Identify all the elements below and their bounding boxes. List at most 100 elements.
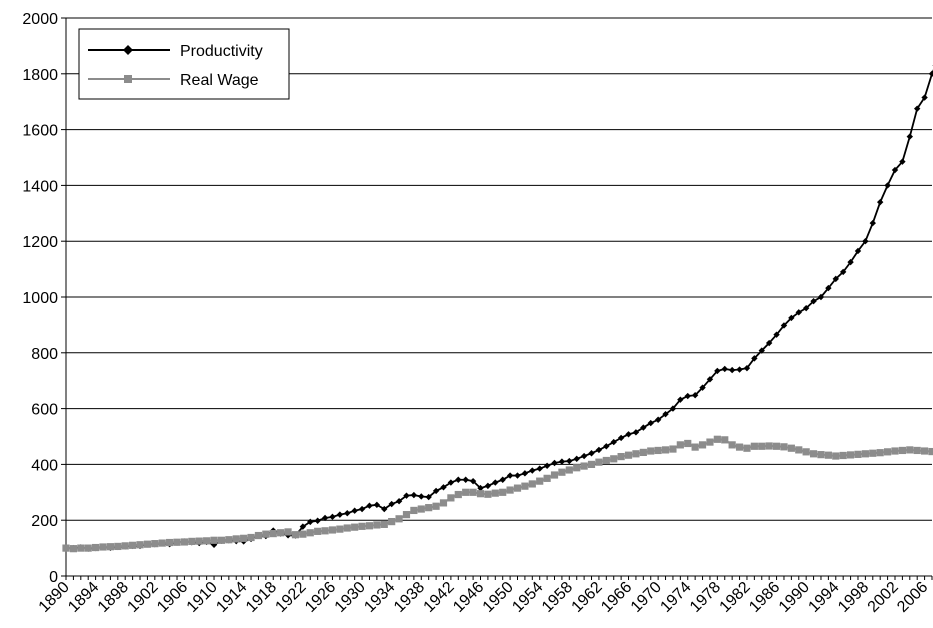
series-line-productivity <box>66 65 933 548</box>
point-real-wage <box>336 526 343 533</box>
point-productivity <box>485 483 491 489</box>
point-real-wage <box>840 452 847 459</box>
point-productivity <box>574 456 580 462</box>
point-productivity <box>514 472 520 478</box>
point-real-wage <box>699 441 706 448</box>
point-productivity <box>455 477 461 483</box>
point-real-wage <box>218 537 225 544</box>
x-tick-label: 1898 <box>95 579 132 616</box>
point-real-wage <box>159 539 166 546</box>
point-real-wage <box>758 443 765 450</box>
point-real-wage <box>233 535 240 542</box>
point-real-wage <box>114 543 121 550</box>
y-tick-label: 2000 <box>22 11 58 28</box>
x-tick-label: 2006 <box>894 579 931 616</box>
point-real-wage <box>358 523 365 530</box>
point-real-wage <box>536 478 543 485</box>
point-real-wage <box>721 436 728 443</box>
x-tick-label: 1938 <box>391 579 428 616</box>
x-tick-label: 1982 <box>717 579 754 616</box>
y-tick-label: 800 <box>31 346 58 363</box>
point-real-wage <box>477 490 484 497</box>
y-tick-label: 1600 <box>22 123 58 140</box>
point-productivity <box>551 460 557 466</box>
point-real-wage <box>181 538 188 545</box>
point-real-wage <box>588 461 595 468</box>
x-tick-label: 1914 <box>213 579 250 616</box>
point-real-wage <box>655 447 662 454</box>
point-productivity <box>337 511 343 517</box>
point-real-wage <box>418 505 425 512</box>
point-real-wage <box>507 486 514 493</box>
point-real-wage <box>425 504 432 511</box>
point-real-wage <box>136 541 143 548</box>
legend-label-real-wage: Real Wage <box>180 72 259 89</box>
point-real-wage <box>62 545 69 552</box>
point-productivity <box>685 393 691 399</box>
point-real-wage <box>166 539 173 546</box>
x-tick-label: 1970 <box>628 579 665 616</box>
x-tick-label: 1998 <box>835 579 872 616</box>
point-real-wage <box>595 459 602 466</box>
x-tick-label: 1902 <box>124 579 161 616</box>
point-real-wage <box>544 475 551 482</box>
point-productivity <box>736 366 742 372</box>
x-tick-label: 1906 <box>154 579 191 616</box>
point-productivity <box>351 508 357 514</box>
point-productivity <box>588 450 594 456</box>
point-productivity <box>729 367 735 373</box>
x-tick-label: 1946 <box>450 579 487 616</box>
point-productivity <box>418 493 424 499</box>
x-tick-label: 1950 <box>480 579 517 616</box>
point-real-wage <box>766 442 773 449</box>
point-real-wage <box>292 531 299 538</box>
point-real-wage <box>795 446 802 453</box>
series-layer <box>62 62 933 552</box>
point-productivity <box>529 467 535 473</box>
point-productivity <box>907 133 913 139</box>
point-real-wage <box>669 445 676 452</box>
point-real-wage <box>240 535 247 542</box>
point-real-wage <box>810 450 817 457</box>
point-productivity <box>366 502 372 508</box>
point-real-wage <box>788 445 795 452</box>
point-real-wage <box>144 541 151 548</box>
x-tick-label: 1974 <box>657 579 694 616</box>
point-real-wage <box>395 515 402 522</box>
point-real-wage <box>899 447 906 454</box>
point-real-wage <box>751 443 758 450</box>
point-real-wage <box>706 438 713 445</box>
x-tick-label: 1890 <box>36 579 73 616</box>
point-real-wage <box>581 462 588 469</box>
x-tick-label: 1930 <box>332 579 369 616</box>
point-real-wage <box>647 447 654 454</box>
y-tick-label: 600 <box>31 402 58 419</box>
point-productivity <box>314 518 320 524</box>
point-real-wage <box>662 446 669 453</box>
x-tick-label: 1990 <box>776 579 813 616</box>
point-real-wage <box>492 490 499 497</box>
point-real-wage <box>832 452 839 459</box>
point-productivity <box>544 463 550 469</box>
point-real-wage <box>521 483 528 490</box>
x-tick-label: 1954 <box>509 579 546 616</box>
y-tick-label: 400 <box>31 457 58 474</box>
point-real-wage <box>914 447 921 454</box>
point-productivity <box>625 431 631 437</box>
point-productivity <box>870 220 876 226</box>
point-real-wage <box>484 491 491 498</box>
point-real-wage <box>196 538 203 545</box>
point-productivity <box>581 453 587 459</box>
x-tick-label: 1986 <box>746 579 783 616</box>
point-real-wage <box>188 538 195 545</box>
point-real-wage <box>529 480 536 487</box>
point-real-wage <box>440 499 447 506</box>
legend-marker-real-wage <box>124 75 132 83</box>
y-tick-label: 200 <box>31 513 58 530</box>
point-real-wage <box>618 453 625 460</box>
point-real-wage <box>99 543 106 550</box>
point-real-wage <box>884 448 891 455</box>
point-productivity <box>522 470 528 476</box>
point-real-wage <box>225 536 232 543</box>
